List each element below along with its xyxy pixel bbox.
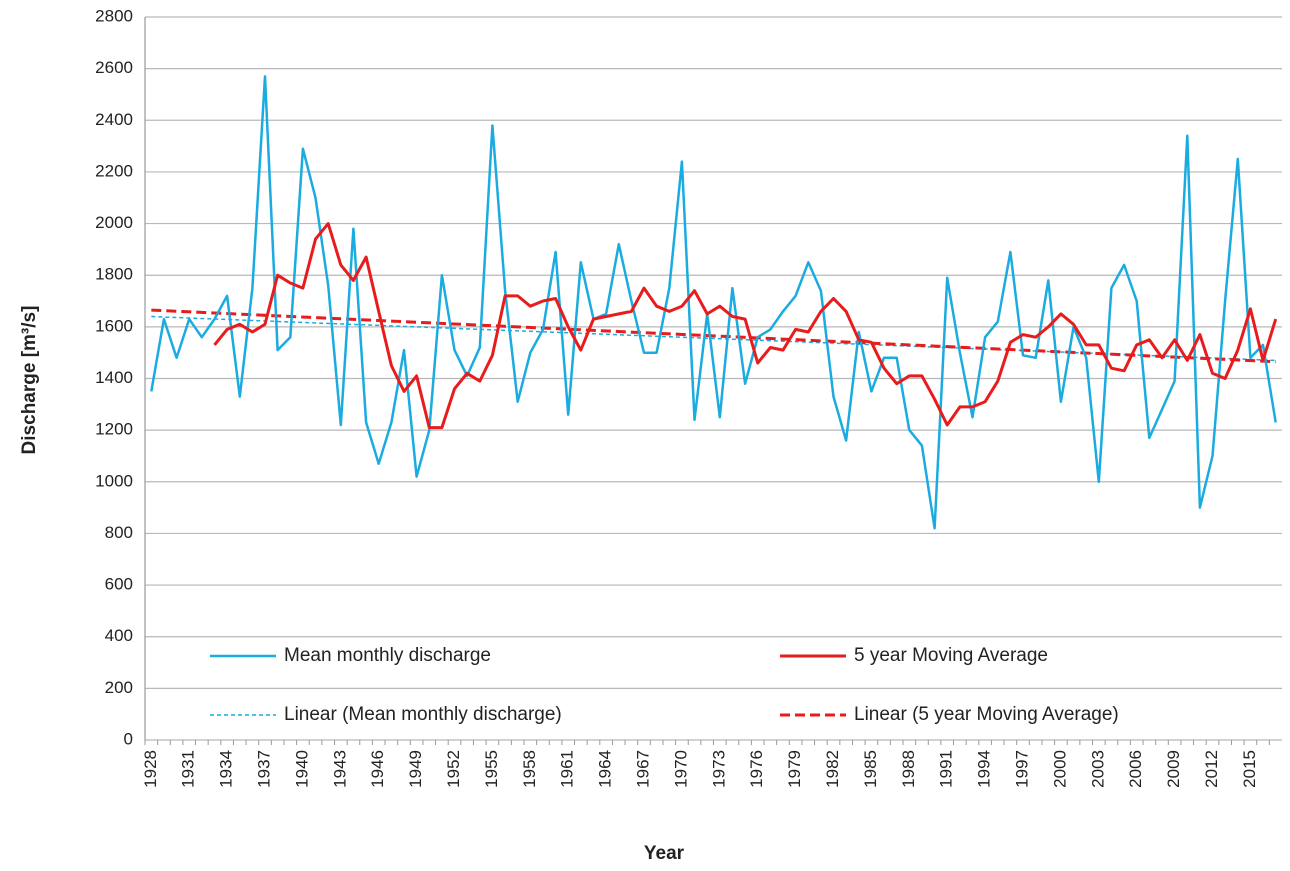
x-tick-label: 1952 — [444, 750, 463, 788]
x-tick-label: 1961 — [558, 750, 577, 788]
series-line — [213, 222, 1278, 430]
legend-label: Linear (Mean monthly discharge) — [284, 704, 562, 725]
x-tick-label: 1973 — [709, 750, 728, 788]
y-tick-label: 1800 — [95, 265, 133, 284]
legend-label: Linear (5 year Moving Average) — [854, 704, 1119, 725]
x-tick-label: 2006 — [1126, 750, 1145, 788]
y-tick-label: 800 — [105, 523, 133, 542]
y-tick-label: 2600 — [95, 58, 133, 77]
legend-label: Mean monthly discharge — [284, 645, 491, 666]
x-tick-label: 1985 — [861, 750, 880, 788]
y-tick-label: 1200 — [95, 420, 133, 439]
y-tick-label: 0 — [124, 729, 133, 748]
x-tick-label: 1988 — [899, 750, 918, 788]
y-tick-label: 400 — [105, 626, 133, 645]
x-tick-label: 1964 — [596, 750, 615, 788]
x-axis-label: Year — [644, 843, 685, 864]
x-tick-label: 1934 — [217, 750, 236, 788]
trendline — [151, 308, 1276, 364]
x-tick-label: 1994 — [975, 750, 994, 788]
x-tick-label: 1970 — [671, 750, 690, 788]
y-tick-label: 1400 — [95, 368, 133, 387]
x-tick-label: 2009 — [1164, 750, 1183, 788]
x-tick-label: 1955 — [482, 750, 501, 788]
y-tick-label: 600 — [105, 575, 133, 594]
x-tick-label: 2003 — [1088, 750, 1107, 788]
legend-label: 5 year Moving Average — [854, 645, 1048, 666]
x-tick-label: 1967 — [634, 750, 653, 788]
x-tick-label: 2015 — [1240, 750, 1259, 788]
x-tick-label: 1979 — [785, 750, 804, 788]
y-tick-label: 200 — [105, 678, 133, 697]
x-tick-label: 1976 — [747, 750, 766, 788]
x-tick-label: 1958 — [520, 750, 539, 788]
x-tick-label: 1928 — [141, 750, 160, 788]
x-tick-label: 1946 — [368, 750, 387, 788]
x-tick-label: 1982 — [823, 750, 842, 788]
trendline — [151, 315, 1276, 362]
x-tick-label: 1949 — [406, 750, 425, 788]
y-axis-label: Discharge [m³/s] — [19, 306, 40, 455]
y-tick-label: 2200 — [95, 161, 133, 180]
y-tick-label: 1600 — [95, 316, 133, 335]
x-tick-label: 1940 — [292, 750, 311, 788]
x-tick-label: 1937 — [255, 750, 274, 788]
y-tick-label: 1000 — [95, 471, 133, 490]
x-tick-label: 1997 — [1013, 750, 1032, 788]
x-tick-label: 1931 — [179, 750, 198, 788]
y-tick-label: 2800 — [95, 6, 133, 25]
x-tick-label: 2000 — [1050, 750, 1069, 788]
x-tick-label: 1991 — [937, 750, 956, 788]
x-tick-label: 2012 — [1202, 750, 1221, 788]
y-tick-label: 2000 — [95, 213, 133, 232]
x-tick-label: 1943 — [330, 750, 349, 788]
y-tick-label: 2400 — [95, 110, 133, 129]
series-line — [150, 75, 1277, 530]
